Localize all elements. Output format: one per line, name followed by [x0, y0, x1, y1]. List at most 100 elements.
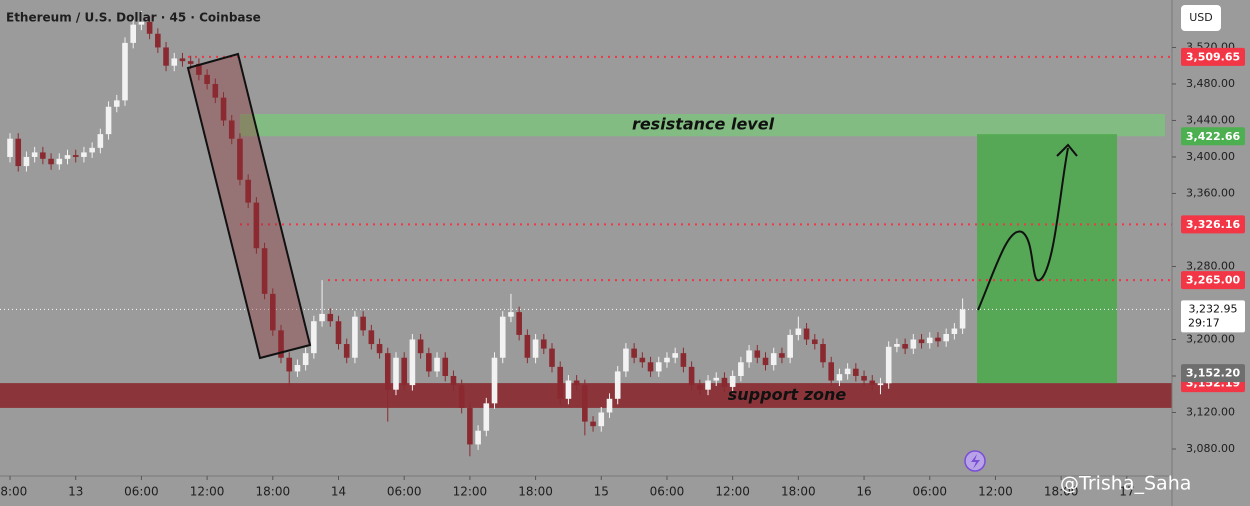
x-tick-label: 06:00 — [387, 485, 422, 499]
candle-body — [23, 156, 30, 167]
candle-body — [926, 337, 933, 344]
x-tick-label: 17 — [1119, 485, 1134, 499]
y-tick-label: 3,200.00 — [1186, 332, 1235, 345]
candle-body — [458, 385, 465, 408]
candle-body — [97, 134, 104, 148]
countdown-label: 29:17 — [1188, 316, 1220, 329]
price-tag-label: 3,326.16 — [1186, 218, 1241, 231]
candle-body — [590, 421, 596, 427]
y-tick-label: 3,120.00 — [1186, 405, 1235, 418]
candle-body — [319, 313, 325, 322]
candle-body — [680, 353, 687, 367]
candle-body — [606, 398, 613, 413]
candle-body — [623, 348, 629, 372]
x-tick-label: 06:00 — [912, 485, 947, 499]
candle-body — [409, 339, 416, 386]
candle-body — [549, 348, 555, 367]
candle-body — [426, 353, 432, 372]
candle-body — [261, 248, 268, 294]
candle-body — [738, 362, 744, 376]
candle-body — [754, 350, 761, 358]
candle-body — [779, 353, 785, 358]
candle-body — [959, 309, 966, 329]
candle-body — [311, 321, 317, 354]
x-tick-label: 18:00 — [781, 485, 816, 499]
candle-body — [302, 353, 309, 366]
candle-body — [212, 83, 219, 98]
candle-body — [664, 357, 670, 363]
candle-body — [48, 158, 54, 165]
candle-body — [40, 152, 46, 159]
candle-body — [614, 371, 621, 399]
candle-body — [179, 58, 186, 62]
price-tag-label: 3,509.65 — [1186, 50, 1240, 63]
x-tick-label: 18:00 — [518, 485, 553, 499]
x-tick-label: 12:00 — [715, 485, 750, 499]
drop-box — [186, 52, 312, 360]
candle-body — [516, 312, 522, 335]
candle-body — [910, 339, 917, 349]
candle-body — [113, 100, 120, 107]
candle-body — [705, 380, 711, 390]
candle-body — [204, 74, 210, 84]
candle-body — [639, 357, 646, 363]
candle-body — [557, 366, 564, 399]
candle-body — [401, 357, 407, 386]
chart-title: Ethereum / U.S. Dollar · 45 · Coinbase — [6, 11, 261, 25]
candle-body — [918, 339, 925, 344]
y-tick-label: 3,280.00 — [1186, 259, 1235, 272]
y-tick-label: 3,480.00 — [1186, 77, 1235, 90]
candle-body — [434, 357, 440, 372]
currency-label: USD — [1189, 11, 1213, 24]
x-tick-label: 12:00 — [978, 485, 1013, 499]
candle-body — [762, 357, 769, 366]
arrow-head — [1056, 143, 1078, 157]
candle-body — [467, 407, 473, 445]
candle-body — [122, 42, 128, 101]
candle-body — [286, 357, 293, 372]
candle-body — [935, 337, 941, 342]
candle-body — [770, 353, 777, 366]
candle-body — [360, 316, 366, 331]
price-tag — [1181, 47, 1245, 66]
lightning-glyph — [971, 454, 980, 469]
candle-body — [820, 344, 826, 363]
x-tick-label: 06:00 — [650, 485, 685, 499]
target-box — [977, 134, 1117, 384]
candle-body — [869, 380, 876, 386]
x-tick-label: 12:00 — [453, 485, 488, 499]
zone-label: resistance level — [632, 115, 775, 134]
candle-body — [713, 377, 720, 381]
x-tick-label: 15 — [594, 485, 609, 499]
y-axis: 3,520.003,480.003,440.003,400.003,360.00… — [1172, 40, 1245, 455]
candle-body — [245, 179, 251, 203]
candle-body — [631, 348, 637, 358]
candle-body — [343, 344, 350, 358]
candle-body — [491, 357, 498, 404]
target-tag — [1181, 364, 1245, 383]
candle-body — [951, 328, 958, 335]
candle-body — [72, 155, 79, 157]
candle-body — [7, 138, 13, 157]
zone-label: support zone — [728, 385, 847, 404]
candle-body — [171, 58, 178, 66]
candle-body — [532, 339, 539, 358]
candle-body — [787, 334, 793, 358]
currency-button[interactable] — [1181, 5, 1221, 31]
candle-body — [89, 147, 95, 153]
candle-body — [56, 158, 63, 165]
candle-body — [721, 377, 728, 387]
x-tick-label: 14 — [331, 485, 346, 499]
candle-body — [836, 374, 843, 381]
candle-body — [450, 375, 457, 386]
candle-body — [499, 316, 506, 358]
candle-body — [15, 138, 22, 167]
candle-body — [155, 33, 161, 48]
candle-body — [187, 61, 194, 64]
watermark: @Trisha_Saha — [1060, 473, 1191, 495]
candle-body — [475, 430, 481, 445]
candle-body — [811, 339, 818, 345]
candle-body — [442, 357, 449, 376]
candle-body — [877, 383, 884, 386]
